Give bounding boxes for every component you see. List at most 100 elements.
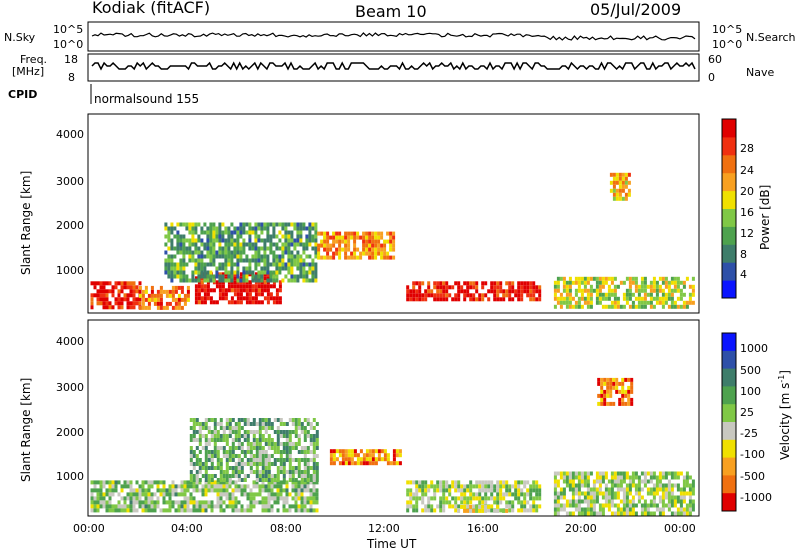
heatmap-cell [198,434,202,438]
heatmap-cell [302,278,306,283]
heatmap-cell [173,274,177,279]
heatmap-cell [496,500,500,505]
heatmap-cell [258,500,262,505]
heatmap-cell [224,292,228,297]
heatmap-cell [676,471,680,476]
heatmap-cell [679,499,683,504]
heatmap-cell [246,504,250,509]
heatmap-cell [341,461,345,466]
nsearch-label: N.Search [746,31,796,44]
heatmap-cell [436,484,440,489]
heatmap-cell [326,239,330,244]
heatmap-cell [168,289,172,294]
heatmap-cell [526,492,530,497]
heatmap-cell [493,293,497,298]
heatmap-cell [356,255,360,260]
heatmap-cell [267,496,271,501]
heatmap-cell [622,487,626,492]
heatmap-cell [309,500,313,505]
heatmap-cell [93,500,97,505]
heatmap-cell [180,289,184,294]
heatmap-cell [276,426,280,430]
heatmap-cell [603,381,607,386]
heatmap-cell [615,172,619,177]
heatmap-cell [306,418,310,422]
heatmap-cell [231,418,235,422]
heatmap-cell [302,258,306,263]
heatmap-cell [454,488,458,493]
heatmap-cell [171,484,175,489]
heatmap-cell [227,246,231,251]
heatmap-cell [586,300,590,305]
heatmap-cell [418,297,422,302]
heatmap-cell [559,471,563,476]
heatmap-cell [203,296,207,301]
heatmap-cell [236,274,240,279]
heatmap-cell [383,457,387,462]
heatmap-cell [260,288,264,293]
heatmap-cell [105,488,109,493]
heatmap-cell [299,238,303,243]
xtick-1: 04:00 [171,522,203,535]
heatmap-cell [601,471,605,476]
heatmap-cell [586,292,590,297]
heatmap-cell [212,226,216,231]
heatmap-cell [278,246,282,251]
heatmap-cell [571,491,575,496]
heatmap-cell [243,478,247,482]
heatmap-cell [323,255,327,260]
heatmap-cell [630,401,634,406]
heatmap-cell [583,276,587,281]
heatmap-cell [228,480,232,485]
heatmap-cell [90,488,94,493]
heatmap-cell [194,296,198,301]
heatmap-cell [203,242,207,247]
heatmap-cell [302,266,306,271]
heatmap-cell [93,488,97,493]
heatmap-cell [173,262,177,267]
p2-ytick-1000: 1000 [56,470,84,483]
heatmap-cell [571,479,575,484]
heatmap-cell [565,292,569,297]
heatmap-cell [269,242,273,247]
heatmap-cell [556,276,560,281]
heatmap-cell [258,488,262,493]
heatmap-cell [117,289,121,294]
heatmap-cell [634,491,638,496]
heatmap-cell [418,289,422,294]
heatmap-cell [200,296,204,301]
heatmap-cell [303,458,307,462]
heatmap-cell [264,488,268,493]
heatmap-cell [571,280,575,285]
heatmap-cell [206,230,210,235]
heatmap-cell [221,266,225,271]
heatmap-cell [191,234,195,239]
heatmap-cell [222,480,226,485]
heatmap-cell [627,401,631,406]
heatmap-cell [173,234,177,239]
heatmap-cell [305,274,309,279]
heatmap-cell [198,462,202,466]
heatmap-cell [233,230,237,235]
heatmap-cell [344,251,348,256]
heatmap-cell [249,508,253,513]
heatmap-cell [264,450,268,454]
heatmap-cell [249,470,253,474]
heatmap-cell [303,500,307,505]
heatmap-cell [511,504,515,509]
heatmap-cell [484,504,488,509]
heatmap-cell [266,222,270,227]
heatmap-cell [281,278,285,283]
heatmap-cell [246,442,250,446]
heatmap-cell [667,483,671,488]
heatmap-cell [132,281,136,286]
heatmap-cell [269,238,273,243]
heatmap-cell [309,426,313,430]
heatmap-cell [306,480,310,485]
heatmap-cell [291,422,295,426]
heatmap-cell [371,231,375,236]
heatmap-cell [520,480,524,485]
heatmap-cell [601,296,605,301]
heatmap-cell [618,192,622,197]
heatmap-cell [430,508,434,513]
